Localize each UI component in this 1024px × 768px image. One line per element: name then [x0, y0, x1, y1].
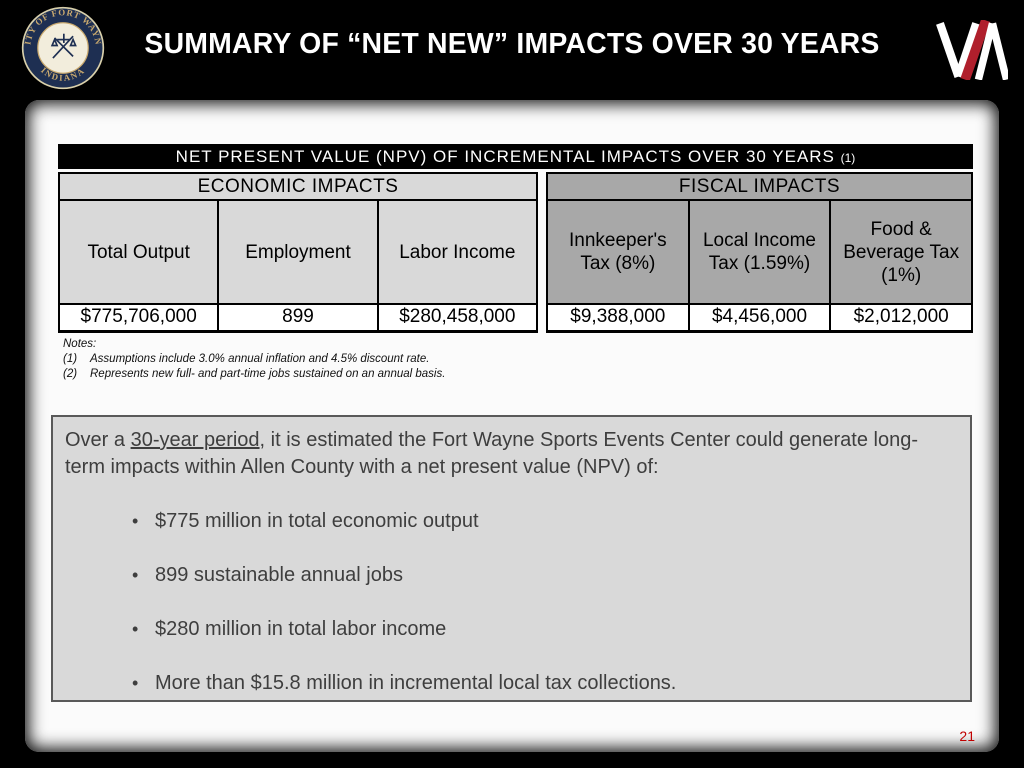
bullet-tax-collections: More than $15.8 million in incremental l… [65, 672, 956, 694]
bullet-labor-income: $280 million in total labor income [65, 618, 956, 640]
col-header-total-output: Total Output [57, 199, 220, 305]
notes-label: Notes: [63, 338, 97, 350]
col-header-labor-income: Labor Income [376, 199, 539, 305]
table-title-text: NET PRESENT VALUE (NPV) OF INCREMENTAL I… [175, 147, 835, 166]
col-header-line: Food & [870, 218, 932, 240]
col-header-line: Labor Income [399, 241, 516, 263]
note-text: Assumptions include 3.0% annual inflatio… [90, 353, 430, 365]
economic-impacts-table: ECONOMIC IMPACTS Total Output Employment… [57, 172, 539, 333]
economic-impacts-header: ECONOMIC IMPACTS [58, 172, 538, 201]
col-header-food-beverage-tax: Food & Beverage Tax (1%) [829, 199, 973, 305]
col-header-line: (1%) [881, 264, 922, 286]
summary-text-box: Over a 30-year period, it is estimated t… [51, 415, 972, 702]
npv-impacts-table: NET PRESENT VALUE (NPV) OF INCREMENTAL I… [57, 144, 973, 333]
fiscal-impacts-header: FISCAL IMPACTS [546, 172, 973, 201]
col-header-line: Employment [245, 241, 351, 263]
slide-header: CITY OF FORT WAYNE INDIANA SUMMARY OF “N… [0, 0, 1024, 100]
page-title: SUMMARY OF “NET NEW” IMPACTS OVER 30 YEA… [144, 28, 880, 60]
col-header-local-income-tax: Local Income Tax (1.59%) [687, 199, 832, 305]
table-section-gap [538, 172, 546, 333]
fiscal-impacts-table: FISCAL IMPACTS Innkeeper's Tax (8%) Loca… [546, 172, 973, 333]
table-title: NET PRESENT VALUE (NPV) OF INCREMENTAL I… [58, 144, 973, 169]
col-header-line: Local Income [702, 230, 816, 251]
col-header-line: Innkeeper's [569, 230, 667, 251]
notes-block: Notes: (1) Assumptions include 3.0% annu… [63, 337, 445, 382]
value-local-income-tax: $4,456,000 [687, 303, 832, 333]
table-title-footnote: (1) [840, 151, 856, 165]
page-number: 21 [959, 728, 975, 744]
bullet-economic-output: $775 million in total economic output [65, 510, 956, 532]
value-labor-income: $280,458,000 [376, 303, 539, 333]
note-number: (2) [63, 368, 78, 380]
col-header-employment: Employment [217, 199, 379, 305]
summary-intro-underlined: 30-year period [130, 429, 260, 451]
col-header-line: Beverage Tax [843, 241, 960, 263]
note-number: (1) [63, 353, 78, 365]
summary-intro-pre: Over a [65, 429, 131, 451]
value-total-output: $775,706,000 [57, 303, 220, 333]
col-header-line: Tax (1.59%) [708, 253, 811, 274]
value-innkeepers-tax: $9,388,000 [546, 303, 690, 333]
fort-wayne-city-seal-icon: CITY OF FORT WAYNE INDIANA [21, 6, 105, 90]
victus-advisors-logo-icon [936, 20, 1008, 80]
summary-intro: Over a 30-year period, it is estimated t… [65, 427, 956, 481]
summary-intro-post: , it is estimated the Fort Wayne Sports … [65, 429, 919, 478]
col-header-line: Tax (8%) [580, 253, 656, 274]
summary-bullet-list: $775 million in total economic output 89… [65, 510, 956, 694]
col-header-line: Total Output [87, 241, 190, 263]
value-employment: 899 [217, 303, 379, 333]
value-food-beverage-tax: $2,012,000 [829, 303, 973, 333]
slide-body: NET PRESENT VALUE (NPV) OF INCREMENTAL I… [25, 100, 999, 752]
col-header-innkeepers-tax: Innkeeper's Tax (8%) [546, 199, 690, 305]
bullet-annual-jobs: 899 sustainable annual jobs [65, 564, 956, 586]
note-text: Represents new full- and part-time jobs … [90, 368, 446, 380]
note-item: (2) Represents new full- and part-time j… [63, 367, 445, 382]
note-item: (1) Assumptions include 3.0% annual infl… [63, 352, 445, 367]
table-body: ECONOMIC IMPACTS Total Output Employment… [57, 172, 973, 333]
